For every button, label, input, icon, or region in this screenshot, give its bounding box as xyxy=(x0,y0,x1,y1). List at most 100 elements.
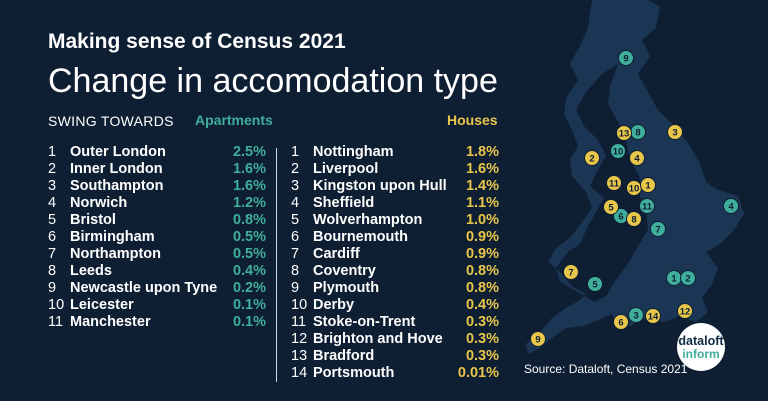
swing-value: 0.3% xyxy=(465,314,499,330)
rank: 6 xyxy=(48,229,57,245)
marker-label: 5 xyxy=(608,203,614,214)
list-item: 7 Cardiff 0.9% xyxy=(291,246,499,263)
place-name: Liverpool xyxy=(313,161,379,177)
swing-value: 0.8% xyxy=(232,212,266,228)
rank: 3 xyxy=(48,178,57,194)
swing-towards-label: SWING TOWARDS xyxy=(48,113,174,129)
list-item: 14 Portsmouth 0.01% xyxy=(291,365,499,382)
place-name: Plymouth xyxy=(313,280,380,296)
swing-value: 0.4% xyxy=(232,263,266,279)
swing-value: 0.1% xyxy=(232,314,266,330)
rank: 5 xyxy=(48,212,57,228)
list-item: 1 Outer London 2.5% xyxy=(48,144,268,161)
column-divider xyxy=(276,148,277,382)
marker-label: 14 xyxy=(648,312,659,323)
swing-value: 0.1% xyxy=(232,297,266,313)
kicker-title: Making sense of Census 2021 xyxy=(48,30,346,53)
marker-apartment-3 xyxy=(628,307,644,323)
place-name: Bradford xyxy=(313,348,375,364)
swing-value: 1.8% xyxy=(465,144,499,160)
page-title: Change in accomodation type xyxy=(48,62,498,100)
swing-value: 0.4% xyxy=(465,297,499,313)
swing-value: 1.6% xyxy=(465,161,499,177)
marker-house-3 xyxy=(667,124,683,140)
place-name: Sheffield xyxy=(313,195,375,211)
list-item: 8 Coventry 0.8% xyxy=(291,263,499,280)
marker-label: 10 xyxy=(629,184,640,195)
marker-label: 3 xyxy=(672,128,677,139)
dataloft-logo: dataloft inform xyxy=(677,323,725,371)
marker-house-12 xyxy=(677,303,693,319)
logo-wordmark: dataloft xyxy=(678,334,724,348)
marker-apartment-5 xyxy=(587,276,603,292)
marker-label: 11 xyxy=(609,179,620,190)
rank: 1 xyxy=(48,144,57,160)
place-name: Derby xyxy=(313,297,355,313)
place-name: Brighton and Hove xyxy=(313,331,443,347)
place-name: Coventry xyxy=(313,263,376,279)
list-item: 4 Sheffield 1.1% xyxy=(291,195,499,212)
list-item: 2 Liverpool 1.6% xyxy=(291,161,499,178)
swing-value: 1.6% xyxy=(232,178,266,194)
place-name: Inner London xyxy=(70,161,163,177)
swing-value: 1.4% xyxy=(465,178,499,194)
marker-label: 3 xyxy=(633,311,638,322)
marker-label: 6 xyxy=(618,318,623,329)
place-name: Northampton xyxy=(70,246,162,262)
marker-label: 9 xyxy=(535,335,540,346)
list-item: 5 Bristol 0.8% xyxy=(48,212,268,229)
marker-label: 5 xyxy=(592,280,598,291)
marker-label: 7 xyxy=(568,268,573,279)
rank: 5 xyxy=(291,212,300,228)
source-note: Source: Dataloft, Census 2021 xyxy=(524,362,688,376)
swing-value: 0.9% xyxy=(465,246,499,262)
rank: 10 xyxy=(48,297,65,313)
rank: 2 xyxy=(48,161,57,177)
marker-label: 10 xyxy=(613,147,624,158)
swing-value: 2.5% xyxy=(232,144,266,160)
marker-label: 11 xyxy=(642,202,653,213)
place-name: Nottingham xyxy=(313,144,394,160)
marker-house-14 xyxy=(645,308,661,324)
swing-value: 0.3% xyxy=(465,348,499,364)
marker-label: 6 xyxy=(618,212,623,223)
great-britain-silhouette xyxy=(526,0,648,354)
rank: 1 xyxy=(291,144,300,160)
marker-label: 4 xyxy=(634,154,640,165)
list-item: 9 Newcastle upon Tyne 0.2% xyxy=(48,280,268,297)
apartment-markers xyxy=(587,50,739,323)
place-name: Outer London xyxy=(70,144,166,160)
marker-label: 13 xyxy=(619,129,630,140)
marker-house-9 xyxy=(530,331,546,347)
east-coast-silhouette xyxy=(606,0,744,326)
swing-value: 0.01% xyxy=(457,365,499,381)
swing-value: 0.5% xyxy=(232,246,266,262)
houses-header: Houses xyxy=(447,112,498,128)
place-name: Manchester xyxy=(70,314,151,330)
swing-value: 0.9% xyxy=(465,229,499,245)
marker-apartment-10 xyxy=(610,143,626,159)
marker-label: 1 xyxy=(645,181,651,192)
marker-label: 2 xyxy=(589,154,594,165)
rank: 11 xyxy=(48,314,64,330)
list-item: 10 Leicester 0.1% xyxy=(48,297,268,314)
list-item: 10 Derby 0.4% xyxy=(291,297,499,314)
marker-label: 7 xyxy=(655,225,660,236)
marker-apartment-4 xyxy=(723,198,739,214)
rank: 13 xyxy=(291,348,308,364)
marker-house-8 xyxy=(626,211,642,227)
list-item: 6 Bournemouth 0.9% xyxy=(291,229,499,246)
marker-house-11 xyxy=(606,175,622,191)
rank: 9 xyxy=(48,280,57,296)
marker-house-13 xyxy=(616,125,632,141)
marker-label: 1 xyxy=(671,274,677,285)
swing-value: 0.5% xyxy=(232,229,266,245)
apartments-header: Apartments xyxy=(195,112,273,128)
place-name: Leicester xyxy=(70,297,134,313)
marker-label: 8 xyxy=(635,128,640,139)
rank: 4 xyxy=(291,195,300,211)
place-name: Wolverhampton xyxy=(313,212,423,228)
place-name: Stoke-on-Trent xyxy=(313,314,416,330)
